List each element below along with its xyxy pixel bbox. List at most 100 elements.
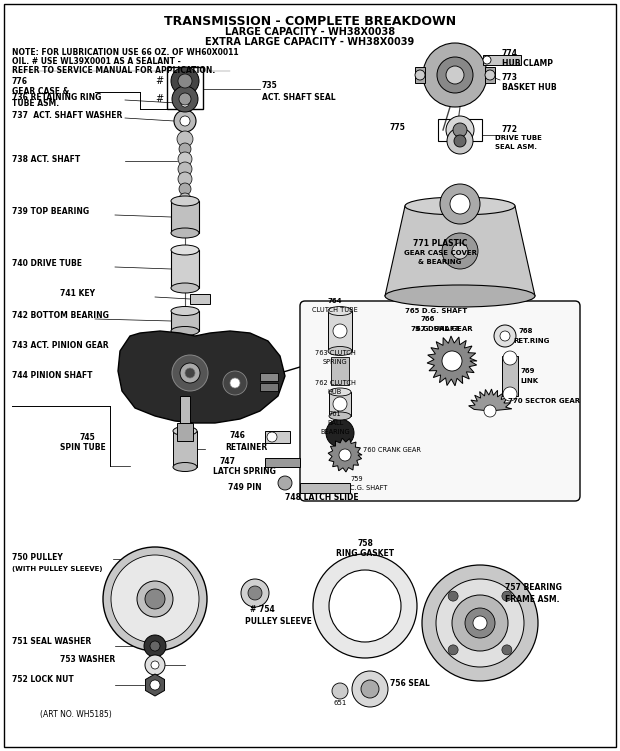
Bar <box>265 431 290 443</box>
Polygon shape <box>118 331 285 423</box>
Text: 756 SEAL: 756 SEAL <box>390 680 430 689</box>
Text: TUBE ASM.: TUBE ASM. <box>12 98 59 107</box>
Text: 772: 772 <box>502 125 518 134</box>
Text: RET.RING: RET.RING <box>513 338 549 344</box>
Circle shape <box>179 193 191 205</box>
Circle shape <box>177 131 193 147</box>
Text: 753 WASHER: 753 WASHER <box>60 656 115 665</box>
Text: S.G. SHAFT: S.G. SHAFT <box>415 326 459 332</box>
Text: FRAME ASM.: FRAME ASM. <box>505 595 559 604</box>
Bar <box>265 458 300 467</box>
Circle shape <box>446 66 464 84</box>
Ellipse shape <box>171 196 199 206</box>
Bar <box>329 392 351 416</box>
Circle shape <box>502 591 512 601</box>
Text: ACT. SHAFT SEAL: ACT. SHAFT SEAL <box>262 92 335 101</box>
Bar <box>180 396 190 426</box>
Text: GEAR CASE &: GEAR CASE & <box>12 88 69 96</box>
Circle shape <box>473 616 487 630</box>
Bar <box>415 67 425 83</box>
Circle shape <box>484 405 496 417</box>
Text: TRANSMISSION - COMPLETE BREAKDOWN: TRANSMISSION - COMPLETE BREAKDOWN <box>164 15 456 28</box>
FancyBboxPatch shape <box>300 301 580 501</box>
Circle shape <box>178 152 192 166</box>
Text: C.G. SHAFT: C.G. SHAFT <box>350 485 388 491</box>
Circle shape <box>448 591 458 601</box>
Text: 742 BOTTOM BEARING: 742 BOTTOM BEARING <box>12 312 109 321</box>
Circle shape <box>230 378 240 388</box>
Text: 771 PLASTIC: 771 PLASTIC <box>413 239 467 248</box>
Circle shape <box>313 554 417 658</box>
Circle shape <box>442 351 462 371</box>
Polygon shape <box>328 439 362 472</box>
Text: NOTE: FOR LUBRICATION USE 66 OZ. OF WH60X0011: NOTE: FOR LUBRICATION USE 66 OZ. OF WH60… <box>12 48 239 57</box>
Text: HUB: HUB <box>328 389 342 395</box>
Circle shape <box>180 116 190 126</box>
Text: # 754: # 754 <box>250 605 275 614</box>
Text: 651: 651 <box>334 700 347 706</box>
Circle shape <box>448 645 458 655</box>
Circle shape <box>144 635 166 657</box>
Text: 765 D.G. SHAFT: 765 D.G. SHAFT <box>405 308 467 314</box>
Circle shape <box>453 123 467 137</box>
Circle shape <box>450 194 470 214</box>
Text: #: # <box>155 76 163 86</box>
Circle shape <box>329 570 401 642</box>
Ellipse shape <box>173 427 197 436</box>
Text: (ART NO. WH5185): (ART NO. WH5185) <box>40 710 112 719</box>
Ellipse shape <box>385 285 535 307</box>
Circle shape <box>452 595 508 651</box>
Text: 737  ACT. SHAFT WASHER: 737 ACT. SHAFT WASHER <box>12 111 122 120</box>
Circle shape <box>172 86 198 112</box>
Circle shape <box>423 43 487 107</box>
Circle shape <box>145 589 165 609</box>
Ellipse shape <box>405 197 515 215</box>
Circle shape <box>326 419 354 447</box>
Text: SEAL ASM.: SEAL ASM. <box>495 144 537 150</box>
Circle shape <box>332 683 348 699</box>
Bar <box>438 119 482 141</box>
Text: 745: 745 <box>80 433 95 442</box>
Circle shape <box>485 70 495 80</box>
Text: CLUTCH TUBE: CLUTCH TUBE <box>312 307 358 313</box>
Circle shape <box>248 586 262 600</box>
Circle shape <box>483 56 491 64</box>
Text: 740 DRIVE TUBE: 740 DRIVE TUBE <box>12 260 82 269</box>
Text: 760 CRANK GEAR: 760 CRANK GEAR <box>363 447 421 453</box>
Text: 770 SECTOR GEAR: 770 SECTOR GEAR <box>508 398 580 404</box>
Text: 748 LATCH SLIDE: 748 LATCH SLIDE <box>285 493 358 502</box>
Ellipse shape <box>328 346 352 355</box>
Polygon shape <box>146 674 164 696</box>
Circle shape <box>178 172 192 186</box>
Text: 749 PIN: 749 PIN <box>228 484 262 493</box>
Text: 739 TOP BEARING: 739 TOP BEARING <box>12 207 89 216</box>
Circle shape <box>352 671 388 707</box>
Circle shape <box>361 680 379 698</box>
Circle shape <box>178 162 192 176</box>
Text: 758: 758 <box>357 539 373 548</box>
Polygon shape <box>469 389 512 411</box>
Circle shape <box>111 555 199 643</box>
Circle shape <box>181 99 189 107</box>
Text: 736 RETAINING RING: 736 RETAINING RING <box>12 94 102 102</box>
Circle shape <box>178 74 192 88</box>
Bar <box>300 483 350 493</box>
Bar <box>483 55 521 65</box>
Circle shape <box>179 143 191 155</box>
Bar <box>485 67 495 83</box>
Text: 775: 775 <box>390 122 406 131</box>
Ellipse shape <box>171 327 199 336</box>
Bar <box>173 431 197 467</box>
Text: EXTRA LARGE CAPACITY - WH38X0039: EXTRA LARGE CAPACITY - WH38X0039 <box>205 37 415 47</box>
Circle shape <box>145 655 165 675</box>
Text: 761: 761 <box>329 411 342 417</box>
Ellipse shape <box>328 306 352 315</box>
Circle shape <box>150 641 160 651</box>
Text: 774: 774 <box>502 49 518 58</box>
Circle shape <box>503 387 517 401</box>
Circle shape <box>150 680 160 690</box>
Circle shape <box>185 368 195 378</box>
Text: BALL: BALL <box>327 420 343 426</box>
Circle shape <box>454 135 466 147</box>
Circle shape <box>333 397 347 411</box>
